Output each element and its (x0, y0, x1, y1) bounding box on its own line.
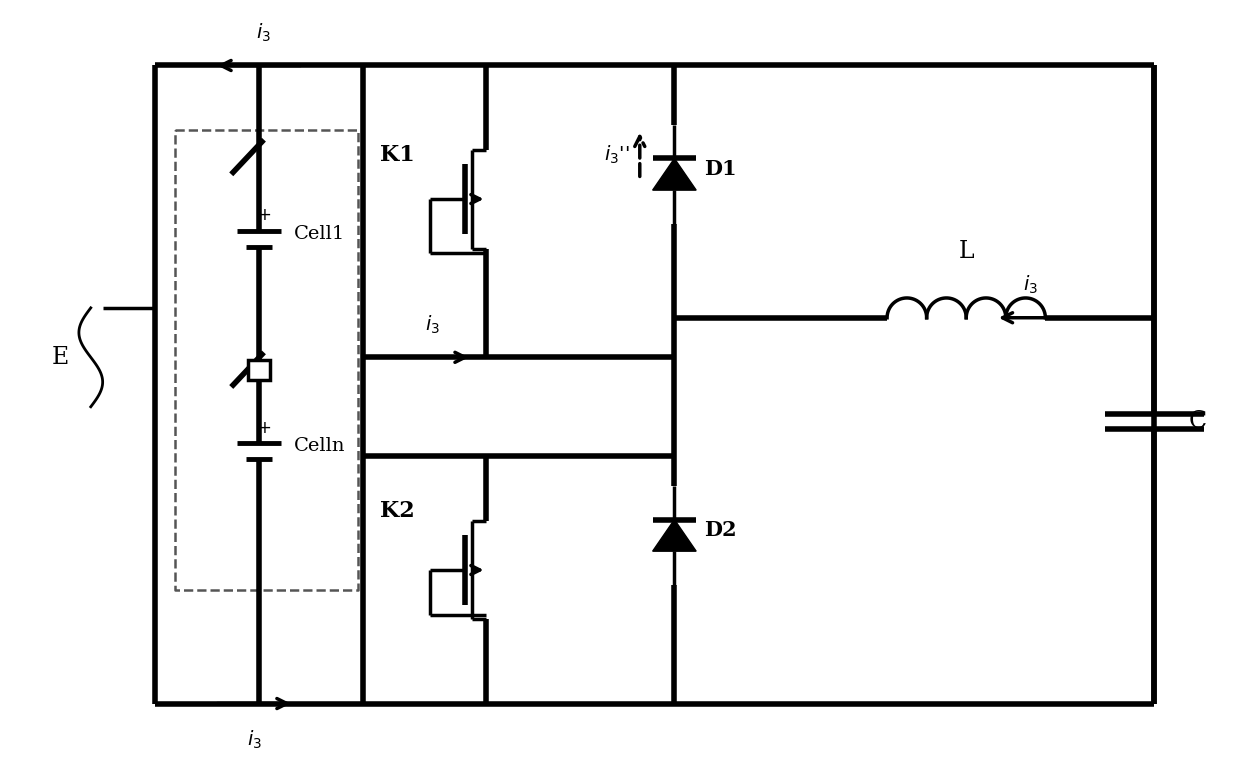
Text: E: E (52, 346, 69, 369)
Polygon shape (652, 158, 696, 190)
Text: $i_3$: $i_3$ (247, 728, 262, 750)
Text: K2: K2 (381, 499, 415, 522)
Text: Cell1: Cell1 (294, 225, 345, 242)
Text: C: C (1189, 410, 1207, 433)
Text: +: + (257, 206, 270, 224)
Text: D1: D1 (704, 159, 737, 179)
Text: D2: D2 (704, 520, 737, 540)
Text: $i_3$: $i_3$ (1023, 274, 1038, 296)
Polygon shape (652, 520, 696, 551)
Text: +: + (257, 418, 270, 436)
Text: $i_3$: $i_3$ (257, 22, 272, 44)
Bar (248, 361, 270, 380)
Text: K1: K1 (381, 144, 415, 165)
Text: Celln: Celln (294, 438, 345, 455)
Text: L: L (959, 240, 975, 263)
Text: $i_3$'': $i_3$'' (604, 144, 630, 166)
Text: $i_3$: $i_3$ (424, 313, 439, 336)
